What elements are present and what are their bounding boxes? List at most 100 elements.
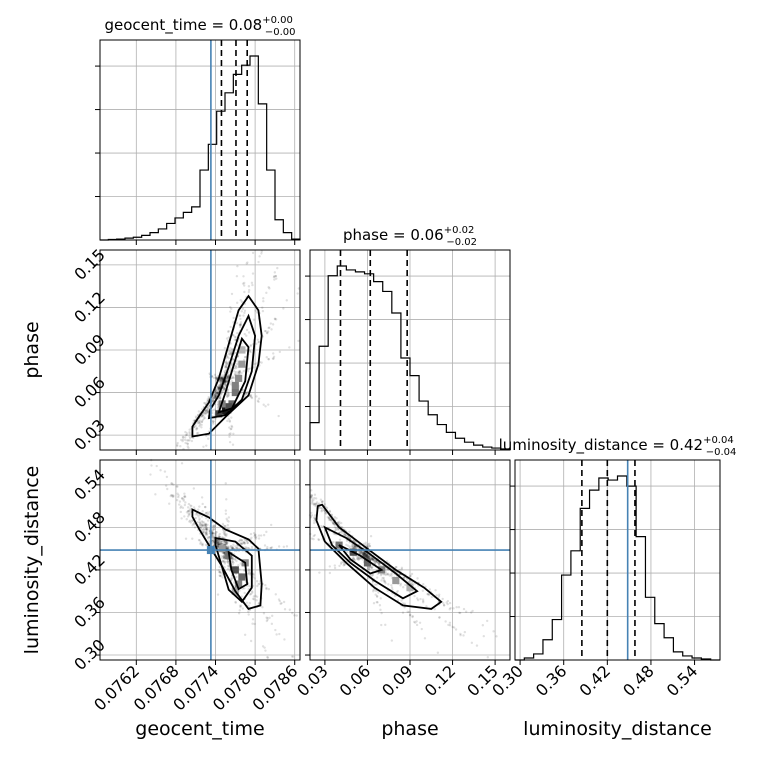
scatter-point <box>271 323 275 326</box>
scatter-point <box>184 438 187 442</box>
scatter-point <box>348 530 351 533</box>
scatter-point <box>238 370 241 374</box>
scatter-point <box>368 542 371 545</box>
scatter-point <box>222 552 226 555</box>
scatter-point <box>228 351 231 354</box>
scatter-point <box>228 426 231 429</box>
scatter-point <box>226 524 230 527</box>
scatter-point <box>228 419 231 422</box>
scatter-point <box>403 606 406 609</box>
scatter-point <box>212 398 215 402</box>
scatter-point <box>249 344 252 348</box>
scatter-point <box>177 494 180 497</box>
scatter-point <box>200 543 204 546</box>
scatter-point <box>225 377 229 380</box>
scatter-point <box>206 519 210 522</box>
scatter-point <box>214 417 218 420</box>
scatter-point <box>188 512 191 515</box>
scatter-point <box>217 386 221 390</box>
scatter-point <box>231 546 234 549</box>
scatter-point <box>295 614 298 617</box>
scatter-point <box>333 526 337 529</box>
scatter-point <box>266 655 269 659</box>
scatter-point <box>260 252 263 255</box>
scatter-point <box>243 309 247 312</box>
scatter-point <box>187 439 190 442</box>
scatter-point <box>232 334 235 337</box>
scatter-point <box>363 553 366 556</box>
scatter-point <box>190 504 193 508</box>
scatter-point <box>313 503 316 507</box>
scatter-point <box>344 533 347 537</box>
scatter-point <box>226 545 229 549</box>
scatter-point <box>274 593 277 596</box>
scatter-point <box>226 355 229 359</box>
scatter-point <box>433 608 436 611</box>
scatter-point <box>310 497 314 500</box>
scatter-point <box>220 379 224 383</box>
scatter-point <box>232 432 235 436</box>
scatter-point <box>247 610 250 613</box>
scatter-point <box>411 614 414 618</box>
scatter-point <box>402 576 406 579</box>
scatter-point <box>356 555 359 559</box>
scatter-point <box>310 537 314 540</box>
scatter-point <box>221 377 224 380</box>
scatter-point <box>388 574 391 577</box>
scatter-point <box>361 554 365 557</box>
scatter-point <box>364 554 367 558</box>
scatter-point <box>361 558 364 561</box>
scatter-point <box>225 365 228 368</box>
scatter-point <box>218 397 222 400</box>
scatter-point <box>435 594 438 597</box>
scatter-point <box>336 521 340 524</box>
scatter-point <box>239 299 242 302</box>
scatter-point <box>291 655 295 658</box>
scatter-point <box>343 563 346 566</box>
scatter-point <box>163 470 167 473</box>
scatter-point <box>215 539 219 542</box>
scatter-point <box>222 387 226 390</box>
scatter-point <box>213 524 216 527</box>
scatter-point <box>375 576 379 579</box>
scatter-point <box>379 597 382 600</box>
scatter-point <box>253 622 256 626</box>
scatter-point <box>159 469 162 472</box>
scatter-point <box>362 553 365 556</box>
scatter-point <box>203 530 206 534</box>
scatter-point <box>320 510 323 513</box>
scatter-point <box>225 542 229 545</box>
scatter-point <box>235 546 238 550</box>
scatter-point <box>205 528 208 531</box>
scatter-point <box>224 540 228 543</box>
scatter-point <box>227 545 230 548</box>
scatter-point <box>200 426 203 429</box>
scatter-point <box>332 540 335 544</box>
scatter-point <box>367 556 370 559</box>
scatter-point <box>362 553 366 556</box>
scatter-point <box>202 415 205 418</box>
scatter-point <box>218 574 221 577</box>
scatter-point <box>374 589 377 593</box>
scatter-point <box>206 407 210 410</box>
scatter-point <box>448 601 452 605</box>
scatter-point <box>201 524 205 527</box>
scatter-point <box>361 553 365 557</box>
scatter-point <box>211 398 214 401</box>
scatter-point <box>224 361 227 365</box>
scatter-point <box>246 261 249 264</box>
scatter-point <box>401 611 405 614</box>
scatter-point <box>204 524 208 528</box>
scatter-point <box>203 416 207 420</box>
scatter-point <box>224 380 228 383</box>
scatter-point <box>224 560 227 564</box>
scatter-point <box>185 511 189 514</box>
scatter-point <box>195 428 198 431</box>
scatter-point <box>256 584 259 588</box>
scatter-point <box>475 644 479 647</box>
scatter-point <box>201 502 204 506</box>
scatter-point <box>206 398 209 401</box>
scatter-point <box>205 434 208 437</box>
scatter-point <box>230 350 233 354</box>
scatter-point <box>346 550 349 554</box>
